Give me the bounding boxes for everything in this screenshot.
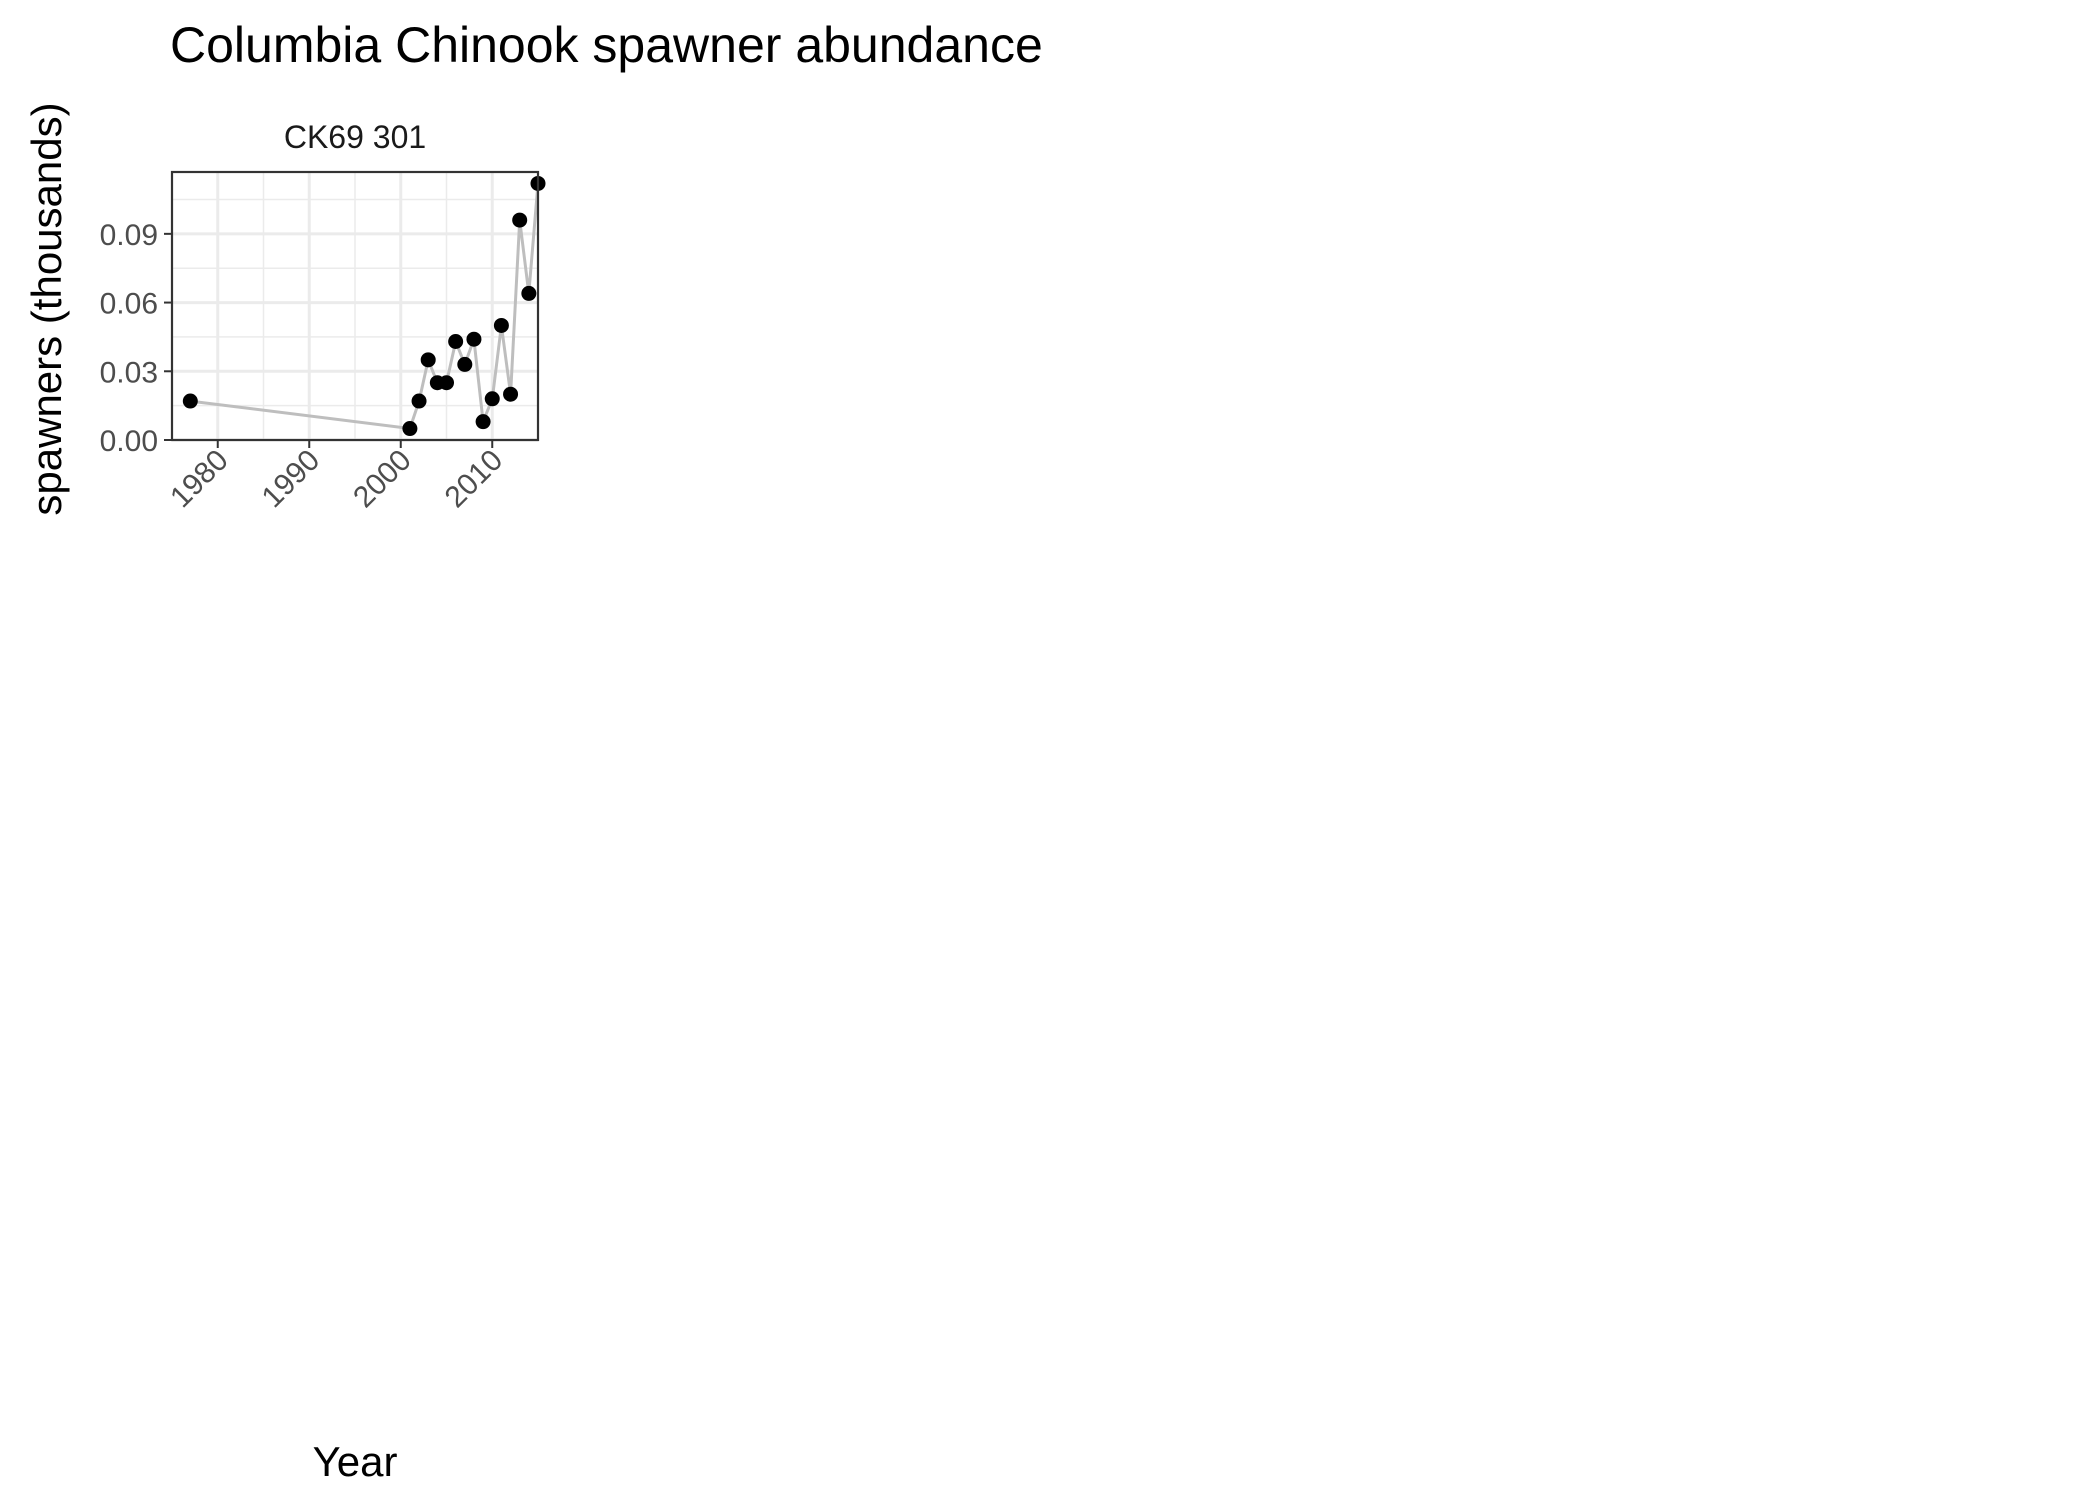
y-tick-label: 0.06 — [100, 288, 158, 321]
panel-strip-label: CK69 301 — [284, 119, 426, 155]
data-point — [521, 285, 537, 301]
x-tick-label: 2000 — [347, 444, 418, 515]
x-axis-title: Year — [313, 1438, 398, 1485]
data-point — [420, 352, 436, 368]
y-axis-title: spawners (thousands) — [23, 102, 70, 515]
y-tick-label: 0.00 — [100, 425, 158, 458]
data-point — [503, 386, 519, 402]
series-line — [190, 183, 540, 431]
panel: 0.00 0.03 0.06 0.09 1980 1990 2000 2010 — [100, 170, 546, 515]
data-point — [448, 334, 464, 350]
chart-title: Columbia Chinook spawner abundance — [170, 17, 1043, 73]
x-tick-label: 2010 — [439, 444, 510, 515]
data-point — [484, 391, 500, 407]
data-point — [439, 375, 454, 391]
x-tick-label: 1990 — [256, 444, 327, 515]
y-tick-label: 0.09 — [100, 219, 158, 252]
y-tick-label: 0.03 — [100, 356, 158, 389]
data-point — [475, 414, 491, 430]
data-point — [411, 393, 427, 409]
panel-border — [170, 170, 540, 442]
data-point — [512, 212, 528, 228]
data-point — [493, 317, 509, 333]
x-tick-label: 1980 — [164, 444, 235, 515]
data-point — [457, 356, 473, 372]
data-point — [182, 393, 198, 409]
data-point — [402, 421, 418, 437]
data-point — [466, 331, 482, 347]
